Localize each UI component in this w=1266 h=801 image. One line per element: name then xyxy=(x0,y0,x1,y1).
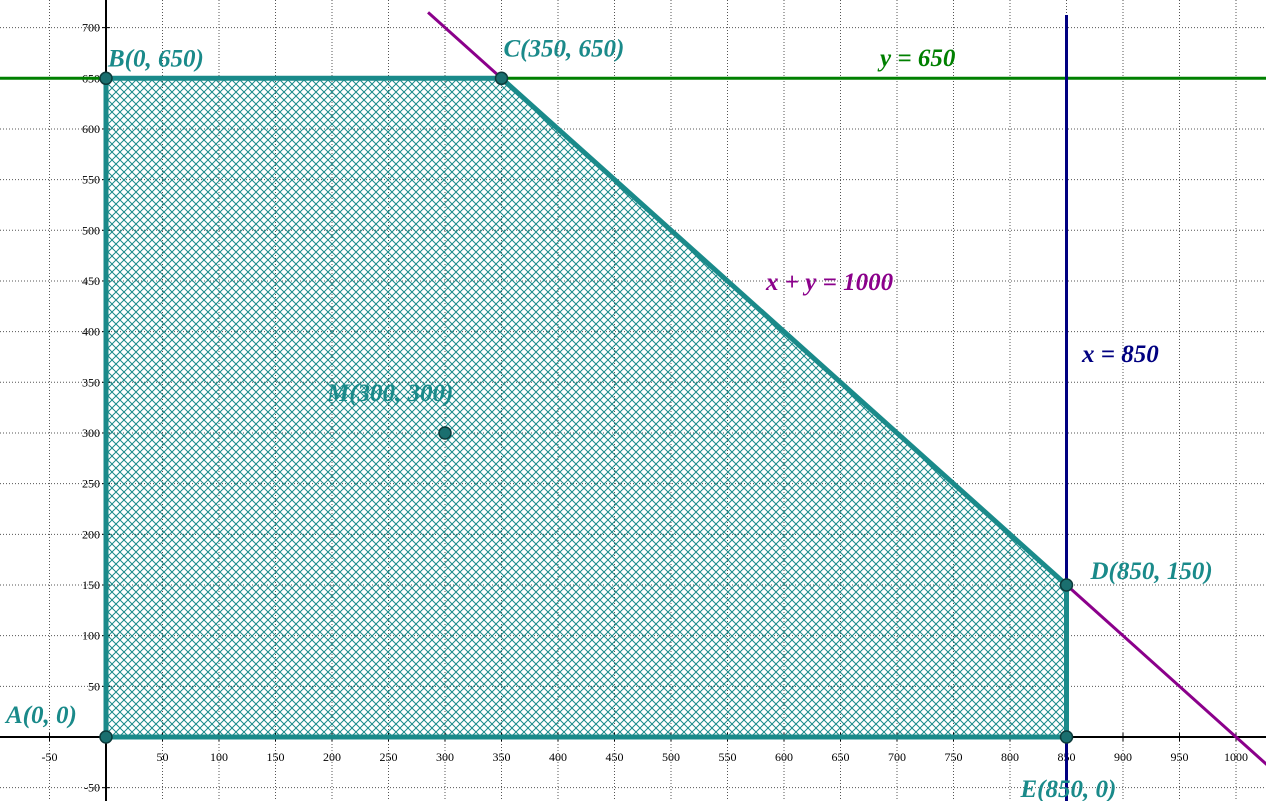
labels: y = 650 x = 850 x + y = 1000 A(0, 0) B(0, 65… xyxy=(4,35,1213,801)
y-tick-label: 400 xyxy=(82,325,100,339)
y-tick-label: 550 xyxy=(82,173,100,187)
x-tick-label: 200 xyxy=(323,750,341,764)
x-tick-label: 450 xyxy=(606,750,624,764)
point-marker xyxy=(1059,578,1074,592)
x-tick-label: 1000 xyxy=(1224,750,1248,764)
x-tick-label: 350 xyxy=(493,750,511,764)
point-marker xyxy=(99,730,113,744)
y-tick-label: 450 xyxy=(82,274,100,288)
x-tick-label: 600 xyxy=(775,750,793,764)
vertex-points xyxy=(99,71,1074,744)
y-tick-label: 250 xyxy=(82,477,100,491)
x-tick-label: 700 xyxy=(888,750,906,764)
y-tick-label: 50 xyxy=(88,679,100,693)
y-tick-label: 100 xyxy=(82,629,100,643)
x-tick-label: 550 xyxy=(719,750,737,764)
y-tick-label: 300 xyxy=(82,426,100,440)
x-tick-label: 300 xyxy=(436,750,454,764)
point-marker xyxy=(494,71,509,86)
feasible-region-fill xyxy=(106,78,1067,738)
line-equation-label: y = 650 xyxy=(877,45,956,72)
point-marker xyxy=(99,71,113,86)
y-tick-label: 700 xyxy=(82,21,100,35)
x-tick-label: 100 xyxy=(210,750,228,764)
x-tick-label: 50 xyxy=(157,750,169,764)
point-label: E(850, 0) xyxy=(1020,776,1117,801)
point-label: D(850, 150) xyxy=(1090,558,1213,585)
feasible-region-outline xyxy=(103,75,1069,740)
constraint-lines xyxy=(0,11,1266,801)
point-label: C(350, 650) xyxy=(504,35,625,62)
x-tick-label: 800 xyxy=(1001,750,1019,764)
point-label: M(300, 300) xyxy=(326,380,453,407)
x-tick-label: 250 xyxy=(380,750,398,764)
y-tick-label: 150 xyxy=(82,578,100,592)
x-tick-label: 150 xyxy=(267,750,285,764)
x-tick-label: 500 xyxy=(662,750,680,764)
x-tick-label: 400 xyxy=(549,750,567,764)
x-tick-label: 650 xyxy=(832,750,850,764)
x-tick-label: 950 xyxy=(1171,750,1189,764)
point-marker xyxy=(438,426,452,440)
y-tick-label: 500 xyxy=(82,223,100,237)
line-equation-label: x = 850 xyxy=(1081,341,1159,368)
y-tick-label: 600 xyxy=(82,122,100,136)
line-equation-label: x + y = 1000 xyxy=(765,269,894,296)
point-label: A(0, 0) xyxy=(4,702,77,729)
y-tick-label: 350 xyxy=(82,375,100,389)
y-tick-label: -50 xyxy=(84,781,100,795)
point-marker xyxy=(1059,730,1074,744)
x-tick-label: 750 xyxy=(945,750,963,764)
x-tick-label: 900 xyxy=(1114,750,1132,764)
feasible-region xyxy=(106,78,1067,738)
y-tick-label: 200 xyxy=(82,527,100,541)
point-label: B(0, 650) xyxy=(107,45,204,72)
x-tick-label: -50 xyxy=(42,750,58,764)
